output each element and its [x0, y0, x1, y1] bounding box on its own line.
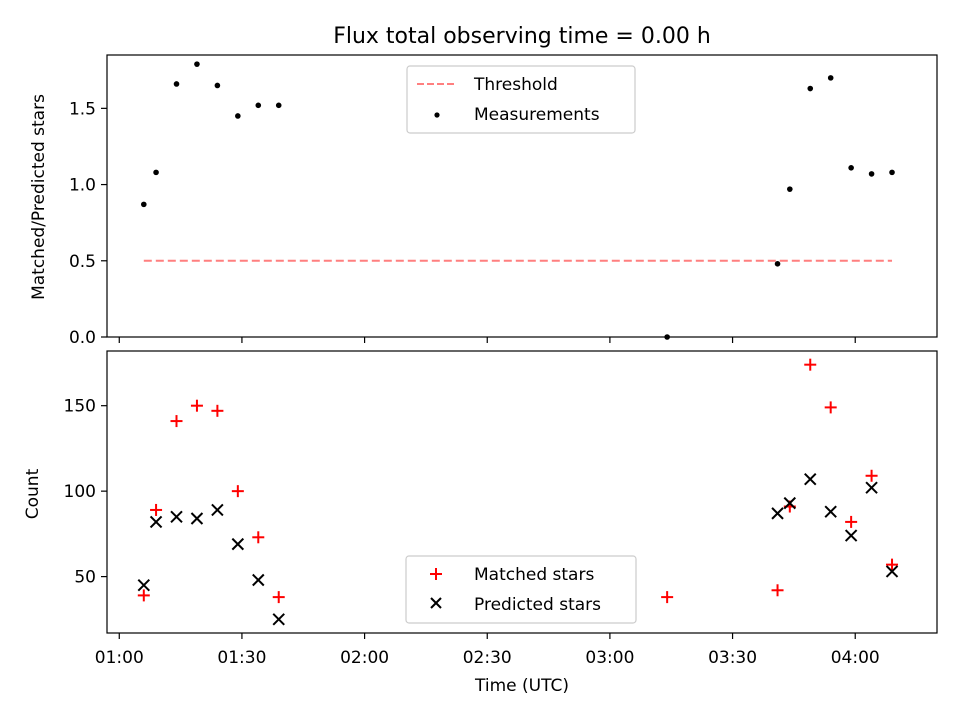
- matched-stars-point: [886, 558, 899, 571]
- predicted-stars-point: [211, 503, 224, 517]
- matched-stars-point: [661, 591, 674, 604]
- bottom-legend: Matched stars Predicted stars: [405, 555, 637, 624]
- predicted-stars-point: [137, 578, 151, 592]
- top-axes-frame: [106, 54, 938, 338]
- measurements-point: [787, 186, 793, 192]
- matched-stars-point: [804, 358, 817, 371]
- legend-predicted-stars-label: Predicted stars: [474, 595, 601, 615]
- measurements-point: [140, 201, 147, 208]
- matched-stars-point: [137, 589, 150, 602]
- measurements-point: [275, 102, 282, 109]
- matched-stars-point: [771, 584, 784, 597]
- legend-matched-stars-swatch: [430, 568, 442, 580]
- measurements-point: [173, 81, 180, 87]
- predicted-stars-point: [804, 472, 817, 486]
- top-y-tick-label: 1.5: [69, 99, 96, 119]
- top-y-tick-label: 0.5: [69, 252, 96, 272]
- predicted-stars-point: [844, 529, 858, 542]
- measurements-point: [235, 113, 241, 119]
- bottom-y-tick-label: 100: [64, 482, 96, 502]
- top-y-tick-label: 1.0: [69, 176, 96, 196]
- legend-measurements-label: Measurements: [474, 105, 600, 125]
- predicted-stars-point: [231, 537, 245, 551]
- measurements-point: [868, 171, 875, 177]
- matched-stars-point: [845, 515, 858, 528]
- bottom-plot-panel: 50 100 150 01:00 01:30 02:00 02:30 03:00 03:30 04…: [64, 350, 938, 668]
- legend-measurements-swatch: [434, 112, 440, 118]
- measurements-point: [848, 165, 854, 171]
- measurements-point: [774, 261, 781, 267]
- bottom-x-axis-label: Time (UTC): [474, 676, 569, 696]
- matched-stars-point: [150, 503, 163, 516]
- top-chart-title: Flux total observing time = 0.00 h: [333, 24, 711, 49]
- bottom-legend-frame: [405, 555, 637, 624]
- predicted-stars-point: [824, 505, 837, 518]
- predicted-stars-point: [170, 510, 183, 523]
- measurements-point: [827, 75, 834, 81]
- matched-stars-point: [824, 401, 837, 414]
- predicted-stars-point: [885, 565, 899, 578]
- bottom-y-tick-label: 50: [74, 568, 96, 588]
- matched-stars-point: [272, 591, 285, 604]
- matched-stars-point: [190, 399, 203, 412]
- matched-stars-point: [211, 404, 224, 417]
- bottom-x-tick-label: 01:00: [95, 648, 144, 668]
- bottom-x-tick-label: 02:00: [340, 648, 389, 668]
- predicted-stars-point: [149, 515, 163, 529]
- predicted-stars-point: [865, 481, 878, 494]
- measurements-point: [889, 169, 895, 176]
- matched-stars-point: [865, 469, 878, 482]
- top-legend: Threshold Measurements: [406, 65, 636, 134]
- matched-stars-point: [170, 415, 183, 428]
- bottom-x-tick-label: 03:00: [585, 648, 634, 668]
- top-legend-frame: [406, 65, 636, 134]
- matched-stars-point: [252, 531, 265, 544]
- predicted-stars-point: [272, 613, 285, 626]
- predicted-stars-point: [783, 496, 797, 510]
- predicted-stars-point: [190, 512, 204, 525]
- predicted-stars-point: [771, 507, 784, 520]
- predicted-stars-point: [252, 573, 265, 587]
- top-y-tick-label: 0.0: [69, 328, 96, 348]
- matched-stars-point: [231, 485, 244, 498]
- legend-threshold-label: Threshold: [473, 75, 558, 95]
- measurements-point: [255, 102, 262, 109]
- legend-predicted-stars-swatch: [430, 597, 442, 609]
- bottom-axes-frame: [106, 350, 938, 634]
- measurements-point: [807, 85, 814, 92]
- measurements-point: [214, 82, 221, 89]
- legend-matched-stars-label: Matched stars: [474, 565, 594, 585]
- bottom-x-tick-label: 03:30: [708, 648, 757, 668]
- bottom-y-tick-label: 150: [64, 397, 96, 417]
- bottom-x-tick-label: 01:30: [217, 648, 266, 668]
- measurements-point: [153, 169, 159, 176]
- top-plot-panel: 0.0 0.5 1.0 1.5: [69, 54, 938, 348]
- bottom-x-tick-label: 02:30: [463, 648, 512, 668]
- bottom-y-axis-label: Count: [23, 468, 43, 519]
- bottom-x-tick-label: 04:00: [831, 648, 880, 668]
- measurements-point: [194, 61, 200, 67]
- top-y-axis-label: Matched/Predicted stars: [29, 94, 49, 300]
